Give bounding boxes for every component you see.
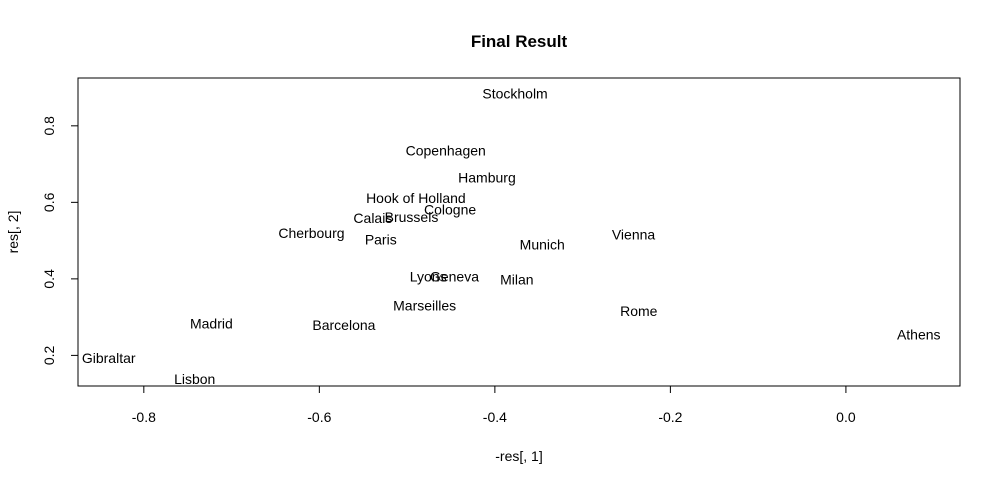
- point-label: Marseilles: [393, 298, 456, 314]
- point-label: Milan: [500, 271, 533, 287]
- y-tick-label: 0.4: [41, 269, 57, 289]
- point-label: Cherbourg: [278, 225, 344, 241]
- point-label: Hook of Holland: [366, 190, 466, 206]
- plot-frame: [77, 77, 961, 387]
- point-label: Geneva: [430, 269, 479, 285]
- point-label: Gibraltar: [82, 350, 136, 366]
- point-label: Calais: [353, 210, 392, 226]
- point-label: Madrid: [190, 316, 233, 332]
- y-axis-label: res[, 2]: [5, 211, 21, 254]
- point-label: Athens: [897, 326, 941, 342]
- x-tick-label: -0.2: [658, 409, 682, 425]
- y-tick-label: 0.8: [41, 116, 57, 136]
- point-label: Stockholm: [482, 85, 547, 101]
- point-label: Vienna: [612, 226, 656, 242]
- point-label: Barcelona: [312, 317, 375, 333]
- y-axis: 0.2 0.4 0.6 0.8: [41, 116, 79, 365]
- point-label: Lyons: [410, 269, 447, 285]
- x-tick-label: 0.0: [836, 409, 856, 425]
- x-axis: -0.8 -0.6 -0.4 -0.2 0.0: [132, 385, 856, 425]
- point-label: Lisbon: [174, 371, 215, 387]
- point-label: Brussels: [385, 209, 439, 225]
- y-tick-label: 0.6: [41, 192, 57, 212]
- point-label: Hamburg: [458, 169, 516, 185]
- x-tick-label: -0.6: [307, 409, 331, 425]
- point-label: Paris: [365, 231, 397, 247]
- point-label: Copenhagen: [406, 142, 486, 158]
- point-label: Cologne: [424, 202, 476, 218]
- x-tick-label: -0.8: [132, 409, 156, 425]
- chart-title: Final Result: [471, 32, 568, 51]
- x-tick-label: -0.4: [483, 409, 507, 425]
- point-label: Rome: [620, 303, 658, 319]
- x-axis-label: -res[, 1]: [495, 448, 542, 464]
- y-tick-label: 0.2: [41, 345, 57, 365]
- point-label: Munich: [520, 236, 565, 252]
- point-labels: Stockholm Copenhagen Hamburg Hook of Hollan…: [82, 85, 941, 387]
